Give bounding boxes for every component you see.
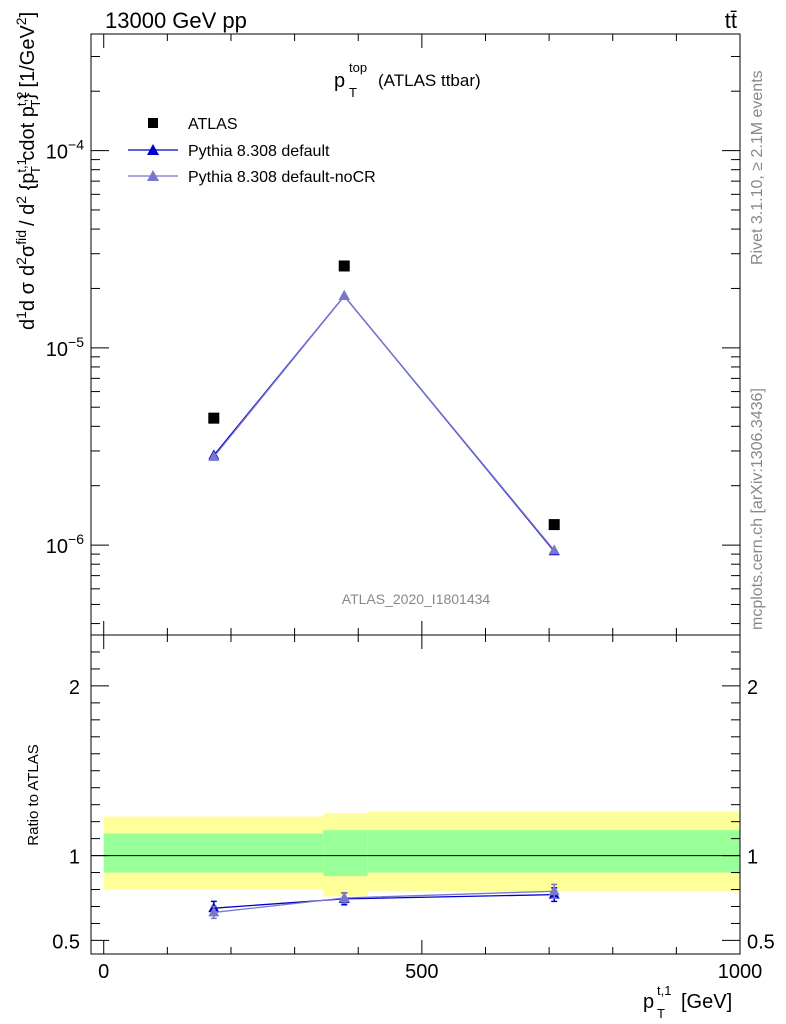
- atlas-data-point: [208, 412, 220, 424]
- ratio-y-axis-label: Ratio to ATLAS: [25, 744, 42, 845]
- rivet-label: Rivet 3.1.10, ≥ 2.1M events: [749, 70, 766, 265]
- legend-label-default: Pythia 8.308 default: [188, 143, 330, 160]
- ratio-series-layer: [208, 883, 560, 920]
- main-title: p: [334, 70, 345, 92]
- ratio-y-tick-label-right: 0.5: [747, 931, 775, 953]
- ratio-uncertainty-bands: [103, 811, 740, 897]
- main-ylabel-text: d1d σd2σfid/ d2 {pt,1T cdot pt,2T} [1/Ge…: [13, 12, 43, 330]
- mc-series-line-1: [213, 295, 555, 552]
- x-axis-label-sup: t,1: [657, 983, 671, 998]
- main-axis-ticks: [91, 34, 741, 635]
- mc-series-point-2: [338, 290, 350, 301]
- main-title-suffix: (ATLAS ttbar): [378, 71, 481, 90]
- ratio-series-point-1: [338, 892, 350, 903]
- legend: ATLAS Pythia 8.308 default Pythia 8.308 …: [128, 116, 376, 186]
- x-axis-label-p: p: [643, 991, 654, 1013]
- ratio-series-point-1: [548, 885, 560, 896]
- ratio-y-tick-label-right: 1: [747, 847, 758, 869]
- header-right: tt̄: [725, 8, 737, 33]
- ratio-y-tick-label-left: 1: [69, 847, 80, 869]
- x-tick-label: 1000: [718, 961, 763, 983]
- ratio-y-tick-label-left: 2: [69, 677, 80, 699]
- ratio-band-green: [103, 833, 324, 873]
- legend-marker-nocr: [147, 170, 159, 181]
- ratio-x-tick-labels: 0 500 1000: [98, 961, 762, 983]
- x-axis-label-unit: [GeV]: [681, 991, 732, 1013]
- mc-series-point-2: [548, 544, 560, 555]
- main-title-p: p: [334, 70, 345, 92]
- ratio-band-green: [323, 830, 368, 876]
- main-y-tick-labels: 10−6 10−5 10−4: [46, 137, 84, 558]
- x-tick-label: 0: [98, 961, 109, 983]
- ratio-axis-ticks: [91, 634, 741, 954]
- ratio-panel: 0.5 0.5 1 1 2 2 0 500 1000 Ratio to ATLAS p t,1…: [25, 634, 775, 1021]
- legend-marker-atlas: [148, 118, 158, 128]
- watermark: ATLAS_2020_I1801434: [342, 591, 491, 607]
- legend-marker-default: [147, 144, 159, 155]
- main-panel: 10−6 10−5 10−4 p top T (ATLAS ttbar) d1d σ…: [13, 12, 741, 636]
- ratio-series-line-1: [213, 890, 555, 914]
- ratio-plot-frame: [90, 634, 741, 955]
- legend-label-atlas: ATLAS: [188, 116, 238, 133]
- mcplots-label: mcplots.cern.ch [arXiv:1306.3436]: [749, 388, 766, 630]
- ratio-y-tick-label-right: 2: [747, 677, 758, 699]
- mc-series-point-2: [208, 450, 220, 461]
- x-tick-label: 500: [405, 961, 438, 983]
- ratio-y-tick-label-left: 0.5: [52, 931, 80, 953]
- main-title-sup: top: [349, 60, 367, 75]
- main-y-axis-label: d1d σd2σfid/ d2 {pt,1T cdot pt,2T} [1/Ge…: [13, 12, 43, 330]
- ratio-band-green: [367, 830, 740, 873]
- x-axis-label: p: [643, 991, 654, 1013]
- mc-series-line-2: [213, 295, 555, 551]
- main-y-tick-label: 10−6: [46, 531, 84, 558]
- header-left: 13000 GeV pp: [105, 8, 247, 33]
- atlas-data-point: [338, 260, 350, 272]
- main-y-tick-label: 10−5: [46, 334, 84, 361]
- main-title-sub: T: [349, 85, 357, 100]
- x-axis-label-sub: T: [657, 1006, 665, 1021]
- main-series-layer: [208, 260, 560, 556]
- legend-label-nocr: Pythia 8.308 default-noCR: [188, 169, 376, 186]
- ratio-y-tick-labels: 0.5 0.5 1 1 2 2: [52, 677, 775, 954]
- ratio-series-point-1: [208, 906, 220, 917]
- atlas-data-point: [548, 519, 560, 531]
- main-y-tick-label: 10−4: [46, 137, 84, 164]
